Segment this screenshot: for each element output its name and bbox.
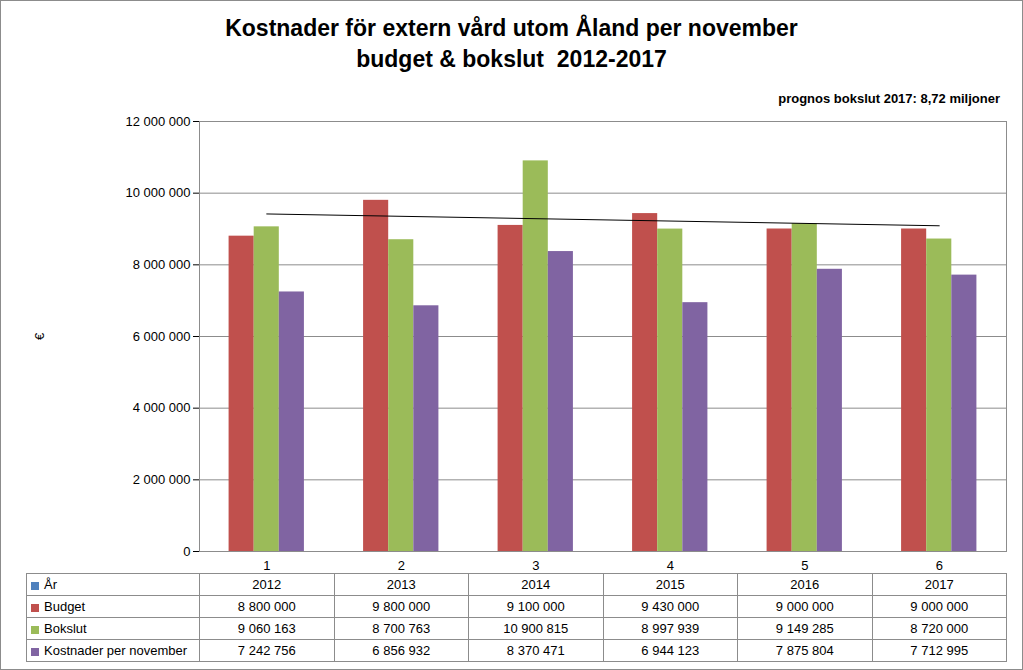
svg-text:8 000 000: 8 000 000 [133, 257, 191, 272]
html-text:9 000 000: 9 000 000 [910, 599, 969, 614]
html-text:Bokslut: Bokslut [44, 621, 87, 636]
html-text:8 370 471: 8 370 471 [506, 643, 565, 658]
html-text:2014: 2014 [521, 577, 551, 592]
html-text:8 997 939: 8 997 939 [641, 621, 700, 636]
html-text:Kostnader för extern vård utom: Kostnader för extern vård utom Åland per… [225, 15, 798, 72]
html-text:9 060 163: 9 060 163 [237, 621, 296, 636]
svg-text:3: 3 [532, 558, 539, 571]
html-text:8 720 000: 8 720 000 [910, 621, 969, 636]
html-text:2013: 2013 [386, 577, 416, 592]
svg-text:6 000 000: 6 000 000 [133, 329, 191, 344]
html-text:2015: 2015 [655, 577, 685, 592]
svg-text:2: 2 [398, 558, 405, 571]
svg-text:5: 5 [801, 558, 808, 571]
html-text:7 875 804: 7 875 804 [775, 643, 834, 658]
html-text:9 149 285: 9 149 285 [775, 621, 834, 636]
svg-text:€: € [32, 332, 47, 340]
svg-text:2 000 000: 2 000 000 [133, 472, 191, 487]
html-text:9 800 000: 9 800 000 [372, 599, 431, 614]
html-text:År: År [44, 577, 57, 592]
html-text:7 242 756: 7 242 756 [237, 643, 296, 658]
svg-text:4 000 000: 4 000 000 [133, 400, 191, 415]
svg-text:1: 1 [263, 558, 270, 571]
html-text:2012: 2012 [252, 577, 282, 592]
html-text:9 430 000: 9 430 000 [641, 599, 700, 614]
svg-text:4: 4 [667, 558, 674, 571]
html-text:2016: 2016 [790, 577, 820, 592]
html-text:7 712 995: 7 712 995 [910, 643, 969, 658]
svg-text:12 000 000: 12 000 000 [125, 114, 190, 129]
html-text:Kostnader per november: Kostnader per november [44, 643, 188, 658]
html-text:10 900 815: 10 900 815 [503, 621, 569, 636]
html-text:8 800 000: 8 800 000 [237, 599, 296, 614]
html-text:6 944 123: 6 944 123 [641, 643, 700, 658]
html-text:9 100 000: 9 100 000 [506, 599, 565, 614]
html-text:Budget: Budget [44, 599, 86, 614]
html-text:9 000 000: 9 000 000 [775, 599, 834, 614]
svg-text:0: 0 [183, 544, 190, 559]
html-text:prognos bokslut 2017: 8,72 mil: prognos bokslut 2017: 8,72 miljoner [778, 91, 1000, 106]
html-text:2017: 2017 [924, 577, 954, 592]
svg-text:6: 6 [936, 558, 943, 571]
svg-text:10 000 000: 10 000 000 [125, 185, 190, 200]
html-text:6 856 932: 6 856 932 [372, 643, 431, 658]
html-text:8 700 763: 8 700 763 [372, 621, 431, 636]
